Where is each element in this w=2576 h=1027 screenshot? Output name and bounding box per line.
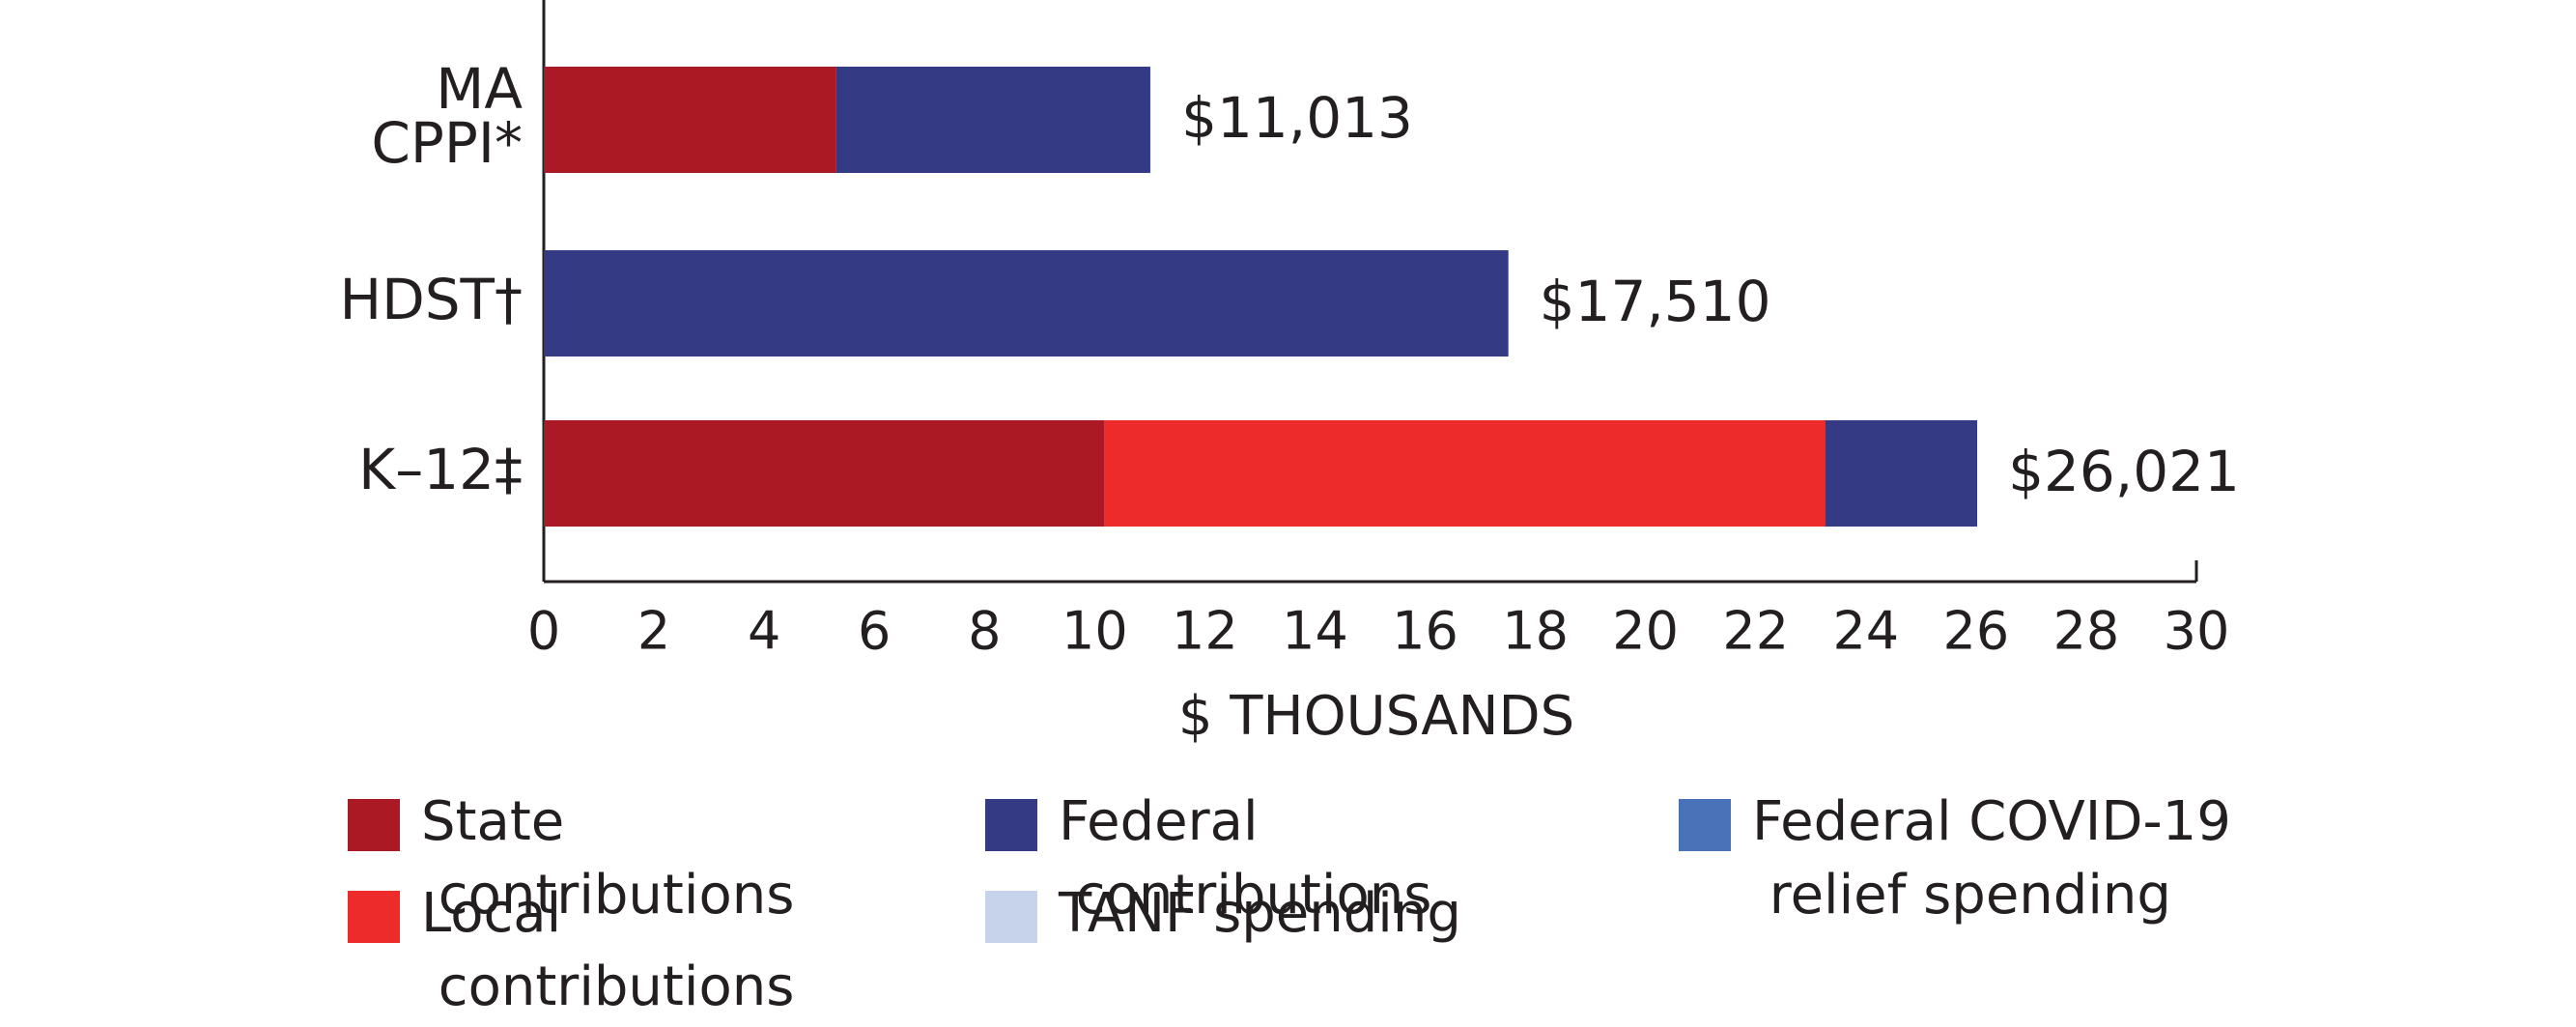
x-tick-label: 26 xyxy=(1943,601,2010,662)
legend-label: Local contributions xyxy=(421,882,794,1018)
legend-swatch xyxy=(985,891,1037,943)
total-label: $17,510 xyxy=(1540,269,1771,334)
x-tick-label: 8 xyxy=(968,601,1001,662)
x-tick-label: 20 xyxy=(1612,601,1679,662)
x-tick-label: 14 xyxy=(1282,601,1348,662)
legend-label: Federal contributions xyxy=(1059,790,1431,927)
x-tick-label: 6 xyxy=(858,601,891,662)
x-axis-label: $ THOUSANDS xyxy=(1178,685,1574,748)
bar-segment xyxy=(544,250,1509,357)
legend-swatch xyxy=(1679,799,1731,851)
legend-label: Federal COVID-19 relief spending xyxy=(1752,790,2231,927)
total-label: $26,021 xyxy=(2008,439,2240,504)
y-tick-label: HDST† xyxy=(339,267,523,332)
bar-segment xyxy=(835,67,1150,173)
x-tick-label: 4 xyxy=(748,601,780,662)
x-tick-label: 30 xyxy=(2164,601,2230,662)
x-tick-label: 24 xyxy=(1832,601,1899,662)
legend-swatch xyxy=(985,799,1037,851)
x-tick-label: 12 xyxy=(1172,601,1238,662)
x-tick-label: 2 xyxy=(637,601,670,662)
x-tick-label: 0 xyxy=(527,601,560,662)
legend-swatch xyxy=(348,799,400,851)
y-tick-label: MA CPPI* xyxy=(354,56,523,176)
bar-segment xyxy=(1104,420,1826,527)
x-tick-label: 18 xyxy=(1502,601,1569,662)
bar-segment xyxy=(1825,420,1978,527)
x-tick-label: 16 xyxy=(1392,601,1458,662)
x-tick-label: 28 xyxy=(2053,601,2120,662)
y-tick-label: K–12‡ xyxy=(358,437,523,502)
bar-segment xyxy=(544,420,1105,527)
bar-segment xyxy=(544,67,836,173)
x-tick-label: 22 xyxy=(1722,601,1789,662)
legend-label: State contributions xyxy=(421,790,794,927)
legend-swatch xyxy=(348,891,400,943)
x-tick-label: 10 xyxy=(1062,601,1128,662)
total-label: $11,013 xyxy=(1181,85,1413,151)
legend-label: TANF spending xyxy=(1058,882,1461,945)
